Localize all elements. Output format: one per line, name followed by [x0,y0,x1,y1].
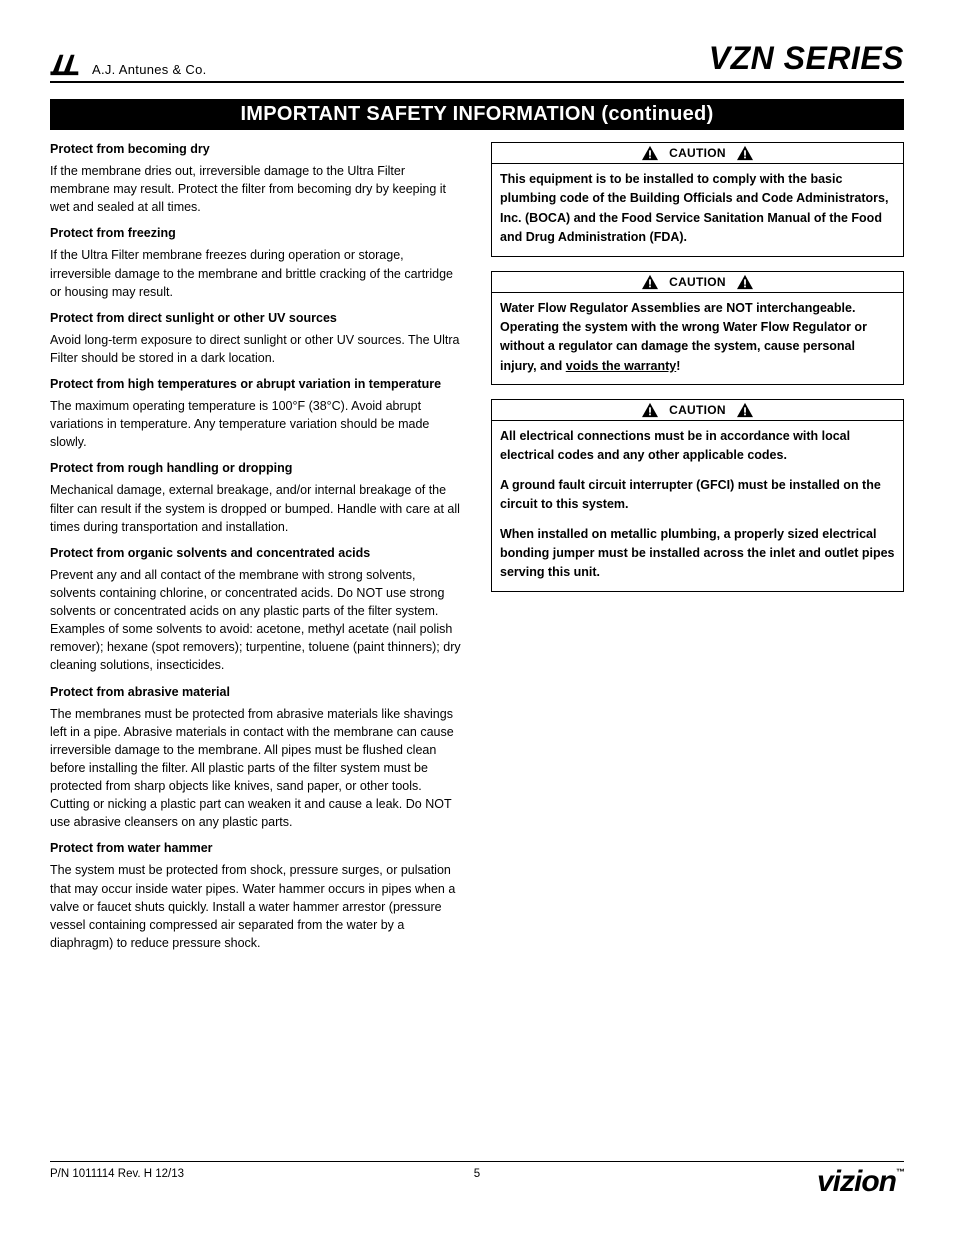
body-text: Avoid long-term exposure to direct sunli… [50,331,463,367]
caution-label: CAUTION [669,403,726,417]
body-text: The membranes must be protected from abr… [50,705,463,832]
body-text: The maximum operating temperature is 100… [50,397,463,451]
section-title: IMPORTANT SAFETY INFORMATION (continued) [50,99,904,130]
caution-header: CAUTION [492,272,903,293]
caution-text: All electrical connections must be in ac… [500,427,895,466]
caution-text: Water Flow Regulator Assemblies are NOT … [500,299,895,377]
company-name: A.J. Antunes & Co. [92,62,207,77]
content-area: Protect from becoming dry If the membrane… [50,142,904,956]
subheading: Protect from becoming dry [50,142,463,156]
body-text: If the Ultra Filter membrane freezes dur… [50,246,463,300]
caution-text: When installed on metallic plumbing, a p… [500,525,895,583]
page-header: A.J. Antunes & Co. VZN SERIES [50,40,904,83]
subheading: Protect from rough handling or dropping [50,461,463,475]
subheading: Protect from direct sunlight or other UV… [50,311,463,325]
caution-label: CAUTION [669,275,726,289]
caution-box: CAUTION Water Flow Regulator Assemblies a… [491,271,904,386]
footer-page-number: 5 [474,1168,480,1180]
body-text: Mechanical damage, external breakage, an… [50,481,463,535]
subheading: Protect from freezing [50,226,463,240]
page-footer: P/N 1011114 Rev. H 12/13 5 vizion™ [50,1161,904,1195]
caution-text: This equipment is to be installed to com… [500,170,895,248]
left-column: Protect from becoming dry If the membrane… [50,142,463,956]
caution-body: All electrical connections must be in ac… [492,421,903,591]
footer-part-number: P/N 1011114 Rev. H 12/13 [50,1168,184,1180]
body-text: The system must be protected from shock,… [50,861,463,952]
antunes-logo-icon [50,51,88,77]
right-column: CAUTION This equipment is to be installed… [491,142,904,956]
subheading: Protect from water hammer [50,841,463,855]
subheading: Protect from high temperatures or abrupt… [50,377,463,391]
body-text: Prevent any and all contact of the membr… [50,566,463,675]
caution-body: Water Flow Regulator Assemblies are NOT … [492,293,903,385]
company-logo-area: A.J. Antunes & Co. [50,51,207,77]
caution-box: CAUTION This equipment is to be installed… [491,142,904,257]
subheading: Protect from organic solvents and concen… [50,546,463,560]
caution-header: CAUTION [492,143,903,164]
caution-body: This equipment is to be installed to com… [492,164,903,256]
series-title: VZN SERIES [709,40,904,77]
caution-label: CAUTION [669,146,726,160]
caution-box: CAUTION All electrical connections must b… [491,399,904,592]
body-text: If the membrane dries out, irreversible … [50,162,463,216]
caution-header: CAUTION [492,400,903,421]
subheading: Protect from abrasive material [50,685,463,699]
caution-text: A ground fault circuit interrupter (GFCI… [500,476,895,515]
vizion-logo: vizion™ [817,1168,904,1195]
